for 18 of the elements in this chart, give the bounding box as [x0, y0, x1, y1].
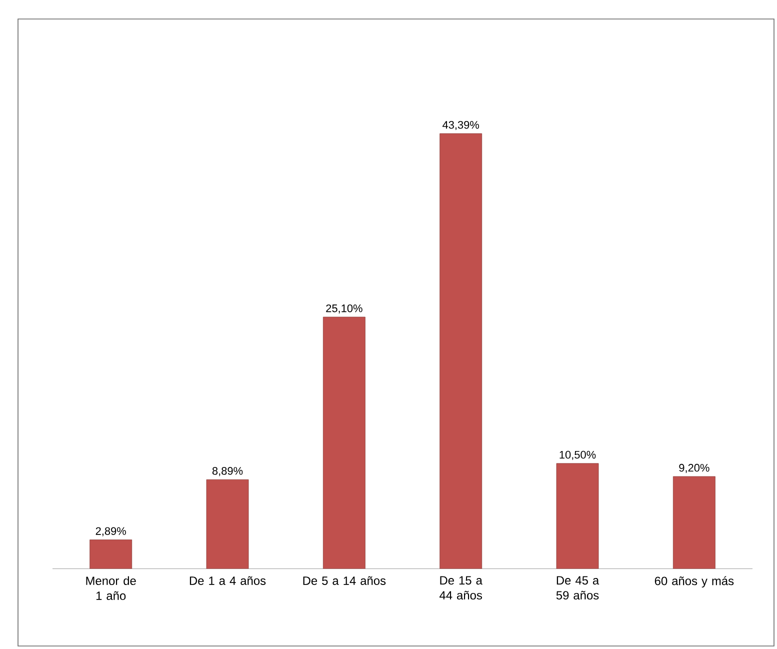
- data-label: 9,20%: [679, 464, 710, 473]
- bar: [440, 133, 482, 569]
- data-label: 25,10%: [326, 304, 362, 314]
- data-label: 8,89%: [212, 467, 243, 476]
- x-tick-label: De 15 a 44 años: [440, 576, 482, 600]
- data-label: 10,50%: [560, 450, 596, 460]
- bar: [672, 476, 716, 569]
- x-tick-label: De 45 a 59 años: [556, 576, 600, 600]
- data-label: 43,39%: [442, 120, 480, 130]
- x-tick-label: De 5 a 14 años: [303, 576, 386, 585]
- x-tick-label: 60 años y más: [654, 576, 734, 588]
- data-label: 2,89%: [96, 527, 126, 536]
- bar: [206, 479, 249, 569]
- bar: [322, 316, 366, 569]
- x-tick-label: De 1 a 4 años: [190, 576, 266, 585]
- bar: [556, 463, 599, 569]
- bar: [90, 540, 132, 569]
- x-tick-label: Menor de 1 año: [86, 576, 136, 600]
